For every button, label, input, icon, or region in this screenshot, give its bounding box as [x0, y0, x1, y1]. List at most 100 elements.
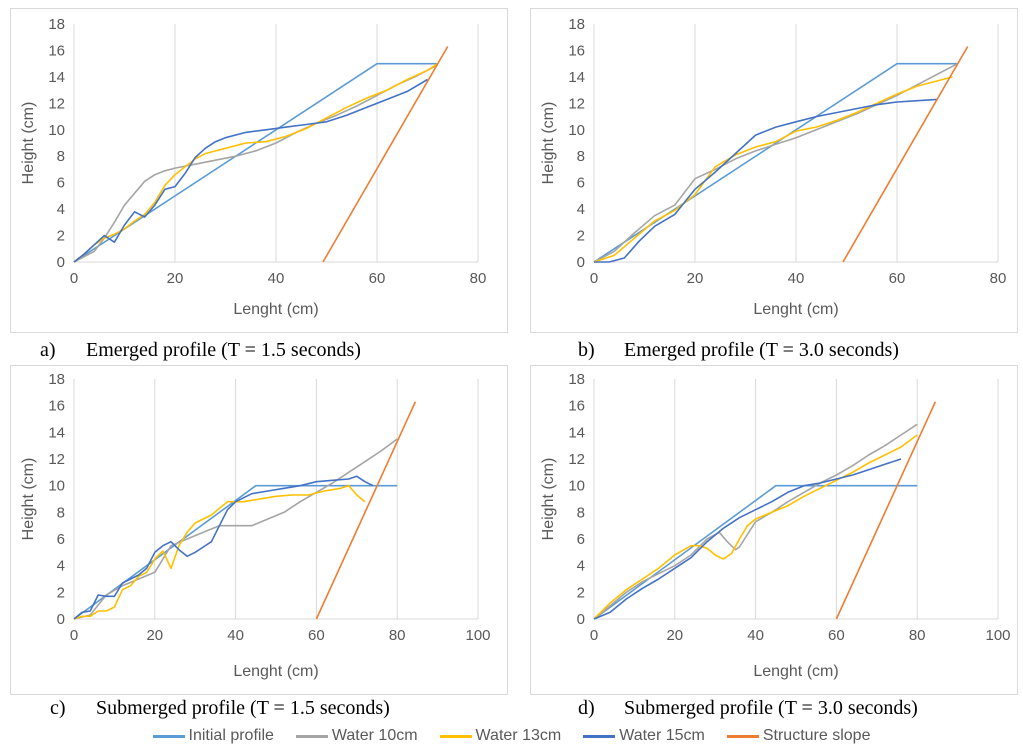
y-tick-label: 6 — [577, 531, 585, 548]
x-axis-label: Lenght (cm) — [753, 663, 838, 680]
y-tick-label: 8 — [57, 148, 65, 165]
x-tick-label: 40 — [268, 270, 285, 287]
x-axis-label: Lenght (cm) — [233, 301, 318, 318]
y-tick-label: 8 — [577, 504, 585, 521]
x-axis-label: Lenght (cm) — [753, 301, 838, 318]
caption-c-text: Submerged profile (T = 1.5 seconds) — [96, 697, 390, 719]
x-axis-label: Lenght (cm) — [233, 663, 318, 680]
y-tick-label: 16 — [568, 398, 585, 415]
y-tick-label: 18 — [568, 371, 585, 388]
y-tick-label: 2 — [577, 584, 585, 601]
chart-b: 0 20 40 60 80 0 2 4 6 8 10 12 14 16 18 Lenght (cm) Heigh… — [540, 16, 1007, 318]
y-tick-label: 0 — [577, 611, 585, 628]
y-tick-label: 8 — [577, 148, 585, 165]
caption-a-letter: a) — [40, 339, 56, 361]
y-tick-label: 18 — [48, 16, 65, 33]
x-tick-label: 40 — [788, 270, 805, 287]
x-tick-label: 60 — [308, 627, 325, 644]
chart-panel-b: 0 20 40 60 80 0 2 4 6 8 10 12 14 16 18 Lenght (cm) Heigh… — [530, 8, 1018, 333]
legend-swatch-initial-profile — [152, 734, 185, 738]
y-axis-label: Height (cm) — [540, 102, 557, 185]
chart-panel-a: 0 20 40 60 80 0 2 4 6 8 10 12 14 16 18 Lenght (cm) Heigh… — [10, 8, 508, 333]
legend-item-structure-slope: Structure slope — [726, 725, 871, 747]
legend-label: Water 15cm — [619, 727, 705, 744]
series-line-water-13cm — [73, 484, 366, 620]
y-axis-label: Height (cm) — [540, 458, 557, 541]
y-tick-label: 2 — [577, 228, 585, 245]
y-tick-label: 18 — [568, 16, 585, 33]
caption-c-letter: c) — [50, 697, 66, 719]
chart-panel-d: 0 20 40 60 80 100 0 2 4 6 8 10 12 14 16 18 Lenght (cm) He… — [530, 365, 1018, 695]
x-tick-label: 40 — [747, 627, 764, 644]
series-line-initial-profile — [73, 484, 398, 620]
x-tick-label: 0 — [70, 627, 78, 644]
y-tick-label: 6 — [57, 175, 65, 192]
legend-swatch-water-15cm — [583, 734, 616, 738]
series-line-water-15cm — [593, 458, 902, 620]
y-tick-label: 4 — [577, 558, 585, 575]
legend-item-water-13cm: Water 13cm — [439, 725, 562, 747]
y-tick-label: 0 — [57, 611, 65, 628]
y-tick-label: 12 — [48, 95, 65, 112]
y-tick-label: 10 — [48, 478, 65, 495]
x-tick-label: 80 — [990, 270, 1007, 287]
series-line-water-13cm — [593, 76, 953, 263]
x-tick-label: 80 — [470, 270, 487, 287]
y-tick-label: 18 — [48, 371, 65, 388]
y-tick-label: 14 — [568, 69, 585, 86]
caption-d-text: Submerged profile (T = 3.0 seconds) — [624, 697, 918, 719]
y-tick-label: 2 — [57, 584, 65, 601]
y-axis-label: Height (cm) — [20, 102, 37, 185]
y-tick-label: 4 — [577, 201, 585, 218]
y-tick-label: 0 — [57, 254, 65, 271]
x-tick-label: 60 — [369, 270, 386, 287]
y-tick-label: 16 — [48, 42, 65, 59]
legend-label: Water 10cm — [331, 727, 418, 744]
series-line-water-10cm — [73, 64, 438, 263]
y-tick-label: 10 — [568, 122, 585, 139]
y-tick-label: 16 — [568, 42, 585, 59]
series-line-initial-profile — [593, 484, 918, 620]
legend-item-initial-profile: Initial profile — [152, 725, 274, 747]
chart-c: 0 20 40 60 80 100 0 2 4 6 8 10 12 14 16 18 Lenght (cm) He… — [20, 371, 491, 680]
y-axis-label: Height (cm) — [20, 458, 37, 541]
chart-a: 0 20 40 60 80 0 2 4 6 8 10 12 14 16 18 Lenght (cm) Heigh… — [20, 16, 487, 318]
x-tick-label: 60 — [889, 270, 906, 287]
series-line-water-15cm — [594, 98, 938, 263]
legend-swatch-water-10cm — [295, 734, 328, 738]
y-tick-label: 6 — [57, 531, 65, 548]
x-tick-label: 80 — [389, 627, 406, 644]
x-tick-label: 20 — [687, 270, 704, 287]
y-tick-label: 12 — [48, 451, 65, 468]
x-tick-label: 100 — [985, 627, 1010, 644]
caption-d-letter: d) — [578, 697, 595, 719]
x-tick-label: 0 — [590, 270, 598, 287]
series-line-water-13cm — [73, 63, 439, 263]
legend-label: Initial profile — [188, 727, 274, 744]
y-tick-label: 14 — [48, 69, 65, 86]
legend-label: Water 13cm — [475, 727, 562, 744]
caption-a: a) Emerged profile (T = 1.5 seconds) — [40, 339, 361, 362]
x-tick-label: 0 — [590, 627, 598, 644]
x-tick-label: 20 — [666, 627, 683, 644]
caption-d: d) Submerged profile (T = 3.0 seconds) — [578, 697, 918, 720]
caption-b: b) Emerged profile (T = 3.0 seconds) — [578, 339, 899, 362]
legend-label: Structure slope — [762, 727, 871, 744]
series-line-structure-slope — [322, 46, 449, 263]
series-line-water-15cm — [73, 475, 374, 620]
series-line-structure-slope — [835, 401, 937, 620]
y-tick-label: 10 — [48, 122, 65, 139]
y-tick-label: 0 — [577, 254, 585, 271]
x-tick-label: 100 — [465, 627, 490, 644]
series-line-initial-profile — [73, 62, 438, 263]
x-tick-label: 80 — [909, 627, 926, 644]
x-tick-label: 40 — [227, 627, 244, 644]
legend-item-water-10cm: Water 10cm — [295, 725, 418, 747]
caption-c: c) Submerged profile (T = 1.5 seconds) — [50, 697, 390, 720]
y-tick-label: 4 — [57, 558, 65, 575]
y-tick-label: 14 — [568, 424, 585, 441]
y-tick-label: 6 — [577, 175, 585, 192]
x-tick-label: 60 — [828, 627, 845, 644]
series-line-water-13cm — [593, 434, 918, 620]
x-tick-label: 20 — [146, 627, 163, 644]
